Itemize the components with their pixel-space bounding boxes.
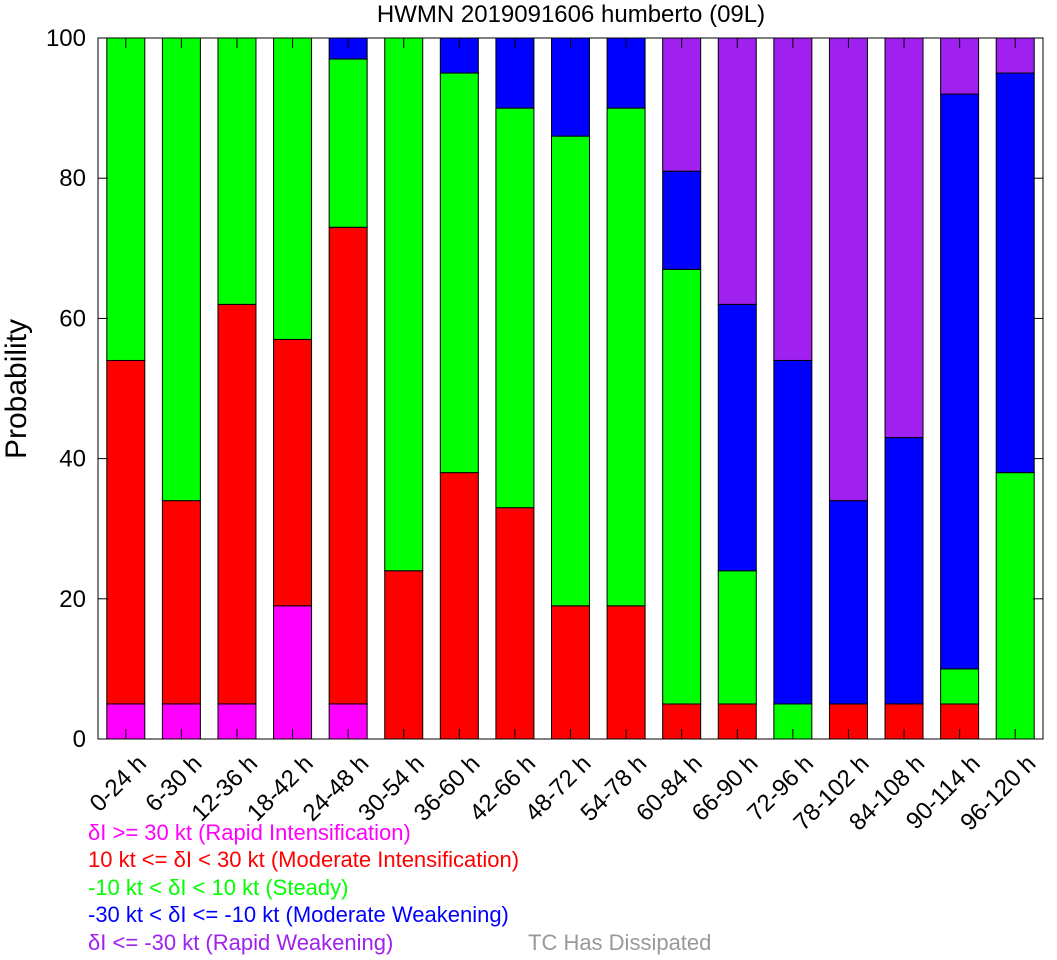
bar-segment: [606, 107, 646, 607]
x-tick-label: 0-24 h: [85, 750, 152, 817]
bar-segment: [495, 37, 535, 109]
legend-entry-moderate-weakening: -30 kt < δI <= -10 kt (Moderate Weakenin…: [88, 902, 509, 927]
bar-segment: [828, 500, 868, 705]
y-tick-label: 100: [46, 25, 86, 52]
bar-segment: [828, 37, 868, 502]
bar-segment: [384, 37, 424, 572]
bar-segment: [606, 605, 646, 740]
y-tick-label: 20: [59, 586, 86, 613]
bar-segment: [884, 437, 924, 705]
bar-segment: [328, 58, 368, 228]
bar-segment: [551, 605, 590, 740]
bar-segment: [940, 93, 980, 670]
y-ticks-group: 0 20 40 60 80 100: [46, 25, 1043, 753]
bar-segment: [773, 359, 813, 705]
bar-segment: [884, 37, 924, 439]
bar-segment: [217, 37, 257, 305]
bar-segment: [106, 359, 146, 705]
bar-segment: [495, 507, 535, 740]
bar-segment: [717, 303, 757, 572]
bar-segment: [439, 72, 479, 474]
y-tick-label: 60: [59, 305, 86, 332]
y-axis-label: Probability: [0, 319, 33, 459]
bar-segment: [773, 37, 813, 361]
bar-segment: [662, 37, 702, 172]
bar-segment: [217, 303, 257, 705]
bar-segment: [495, 107, 535, 509]
bar-segment: [161, 500, 201, 705]
bar-segment: [328, 226, 368, 705]
bar-segment: [273, 605, 313, 740]
chart-title: HWMN 2019091606 humberto (09L): [377, 1, 765, 28]
plot-frame: [97, 37, 1044, 740]
legend-entry-dissipated: TC Has Dissipated: [528, 930, 712, 955]
legend-entry-moderate-intensification: 10 kt <= δI < 30 kt (Moderate Intensific…: [88, 847, 520, 872]
bar-segment: [551, 135, 590, 607]
bar-segment: [995, 472, 1035, 740]
bar-segment: [161, 37, 201, 502]
bars-group: [106, 37, 1035, 740]
bar-segment: [551, 37, 590, 137]
bar-segment: [662, 268, 702, 705]
bar-segment: [273, 338, 313, 607]
legend-entry-rapid-weakening: δI <= -30 kt (Rapid Weakening): [88, 930, 394, 955]
legend-entry-rapid-intensification: δI >= 30 kt (Rapid Intensification): [88, 820, 411, 845]
y-tick-label: 40: [59, 446, 86, 473]
bar-segment: [439, 472, 479, 740]
bar-segment: [273, 37, 313, 340]
bar-segment: [995, 72, 1035, 474]
bar-segment: [606, 37, 646, 109]
legend-entry-steady: -10 kt < δI < 10 kt (Steady): [88, 875, 349, 900]
bar-segment: [384, 570, 424, 740]
bar-segment: [106, 37, 146, 361]
bar-segment: [717, 37, 757, 305]
bar-segment: [940, 668, 980, 705]
bar-segment: [662, 170, 702, 270]
y-tick-label: 80: [59, 165, 86, 192]
y-tick-label: 0: [73, 726, 86, 753]
bar-segment: [717, 570, 757, 705]
